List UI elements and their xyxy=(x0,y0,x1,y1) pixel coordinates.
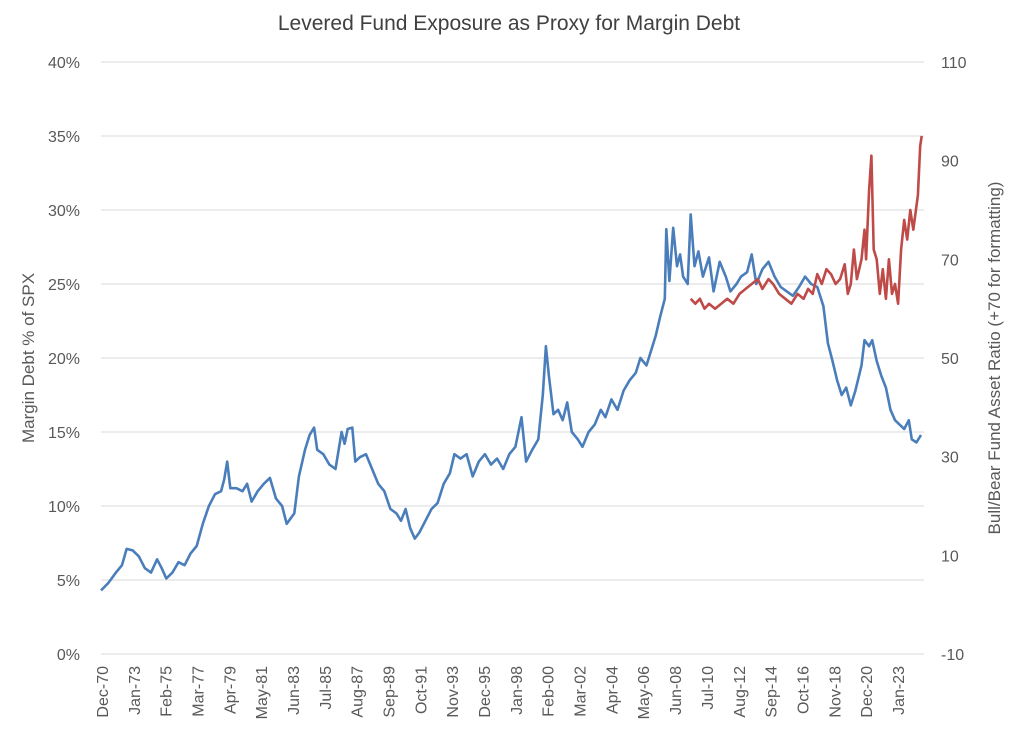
y2-axis-ticks: -10 10 30 50 70 90 110 xyxy=(941,55,967,664)
x-tick-label: Feb-00 xyxy=(541,666,558,717)
x-tick-label: May-81 xyxy=(254,666,271,719)
x-tick-label: Nov-93 xyxy=(445,666,462,718)
y-tick-label: 40% xyxy=(48,55,80,72)
y2-axis-title: Bull/Bear Fund Asset Ratio (+70 for form… xyxy=(985,182,1004,535)
x-axis-ticks: Dec-70 Jan-73 Feb-75 Mar-77 Apr-79 May-81 Jun-… xyxy=(95,666,908,719)
x-tick-label: Apr-04 xyxy=(604,666,621,714)
x-tick-label: Jul-85 xyxy=(318,666,335,710)
x-tick-label: Apr-79 xyxy=(222,666,239,714)
chart-title: Levered Fund Exposure as Proxy for Margi… xyxy=(278,12,740,35)
y2-tick-label: 70 xyxy=(941,252,959,269)
x-tick-label: Oct-16 xyxy=(795,666,812,714)
y-tick-label: 25% xyxy=(48,277,80,294)
x-tick-label: Nov-18 xyxy=(827,666,844,718)
series-lines xyxy=(100,135,923,592)
x-tick-label: Dec-20 xyxy=(859,666,876,718)
y-tick-label: 20% xyxy=(48,351,80,368)
y-axis-title: Margin Debt % of SPX xyxy=(19,273,38,443)
y2-tick-label: 30 xyxy=(941,450,959,467)
y2-tick-label: 50 xyxy=(941,351,959,368)
x-tick-label: May-06 xyxy=(636,666,653,719)
y2-tick-label: 110 xyxy=(941,55,967,72)
y-tick-label: 5% xyxy=(57,573,80,590)
x-tick-label: Jun-83 xyxy=(286,666,303,715)
x-tick-label: Dec-95 xyxy=(477,666,494,718)
x-tick-label: Oct-91 xyxy=(413,666,430,714)
y-tick-label: 35% xyxy=(48,129,80,146)
x-tick-label: Aug-87 xyxy=(350,666,367,718)
x-tick-label: Feb-75 xyxy=(159,666,176,717)
y-tick-label: 30% xyxy=(48,203,80,220)
x-tick-label: Jul-10 xyxy=(700,666,717,710)
x-tick-label: Jan-98 xyxy=(509,666,526,715)
gridlines xyxy=(101,61,924,655)
x-tick-label: Jan-23 xyxy=(891,666,908,715)
y2-tick-label: -10 xyxy=(941,647,964,664)
y-tick-label: 10% xyxy=(48,499,80,516)
series-line-2 xyxy=(689,135,923,310)
y-axis-ticks: 0% 5% 10% 15% 20% 25% 30% 35% 40% xyxy=(48,55,80,664)
y-tick-label: 15% xyxy=(48,425,80,442)
x-tick-label: Jan-73 xyxy=(127,666,144,715)
x-tick-label: Aug-12 xyxy=(732,666,749,718)
x-tick-label: Dec-70 xyxy=(95,666,112,718)
y2-tick-label: 90 xyxy=(941,154,959,171)
x-tick-label: Sep-14 xyxy=(764,666,781,718)
series-line-1 xyxy=(100,213,923,592)
x-tick-label: Jun-08 xyxy=(668,666,685,715)
y2-tick-label: 10 xyxy=(941,548,959,565)
x-tick-label: Mar-02 xyxy=(573,666,590,717)
y-tick-label: 0% xyxy=(57,647,80,664)
x-tick-label: Mar-77 xyxy=(191,666,208,717)
x-tick-label: Sep-89 xyxy=(382,666,399,718)
